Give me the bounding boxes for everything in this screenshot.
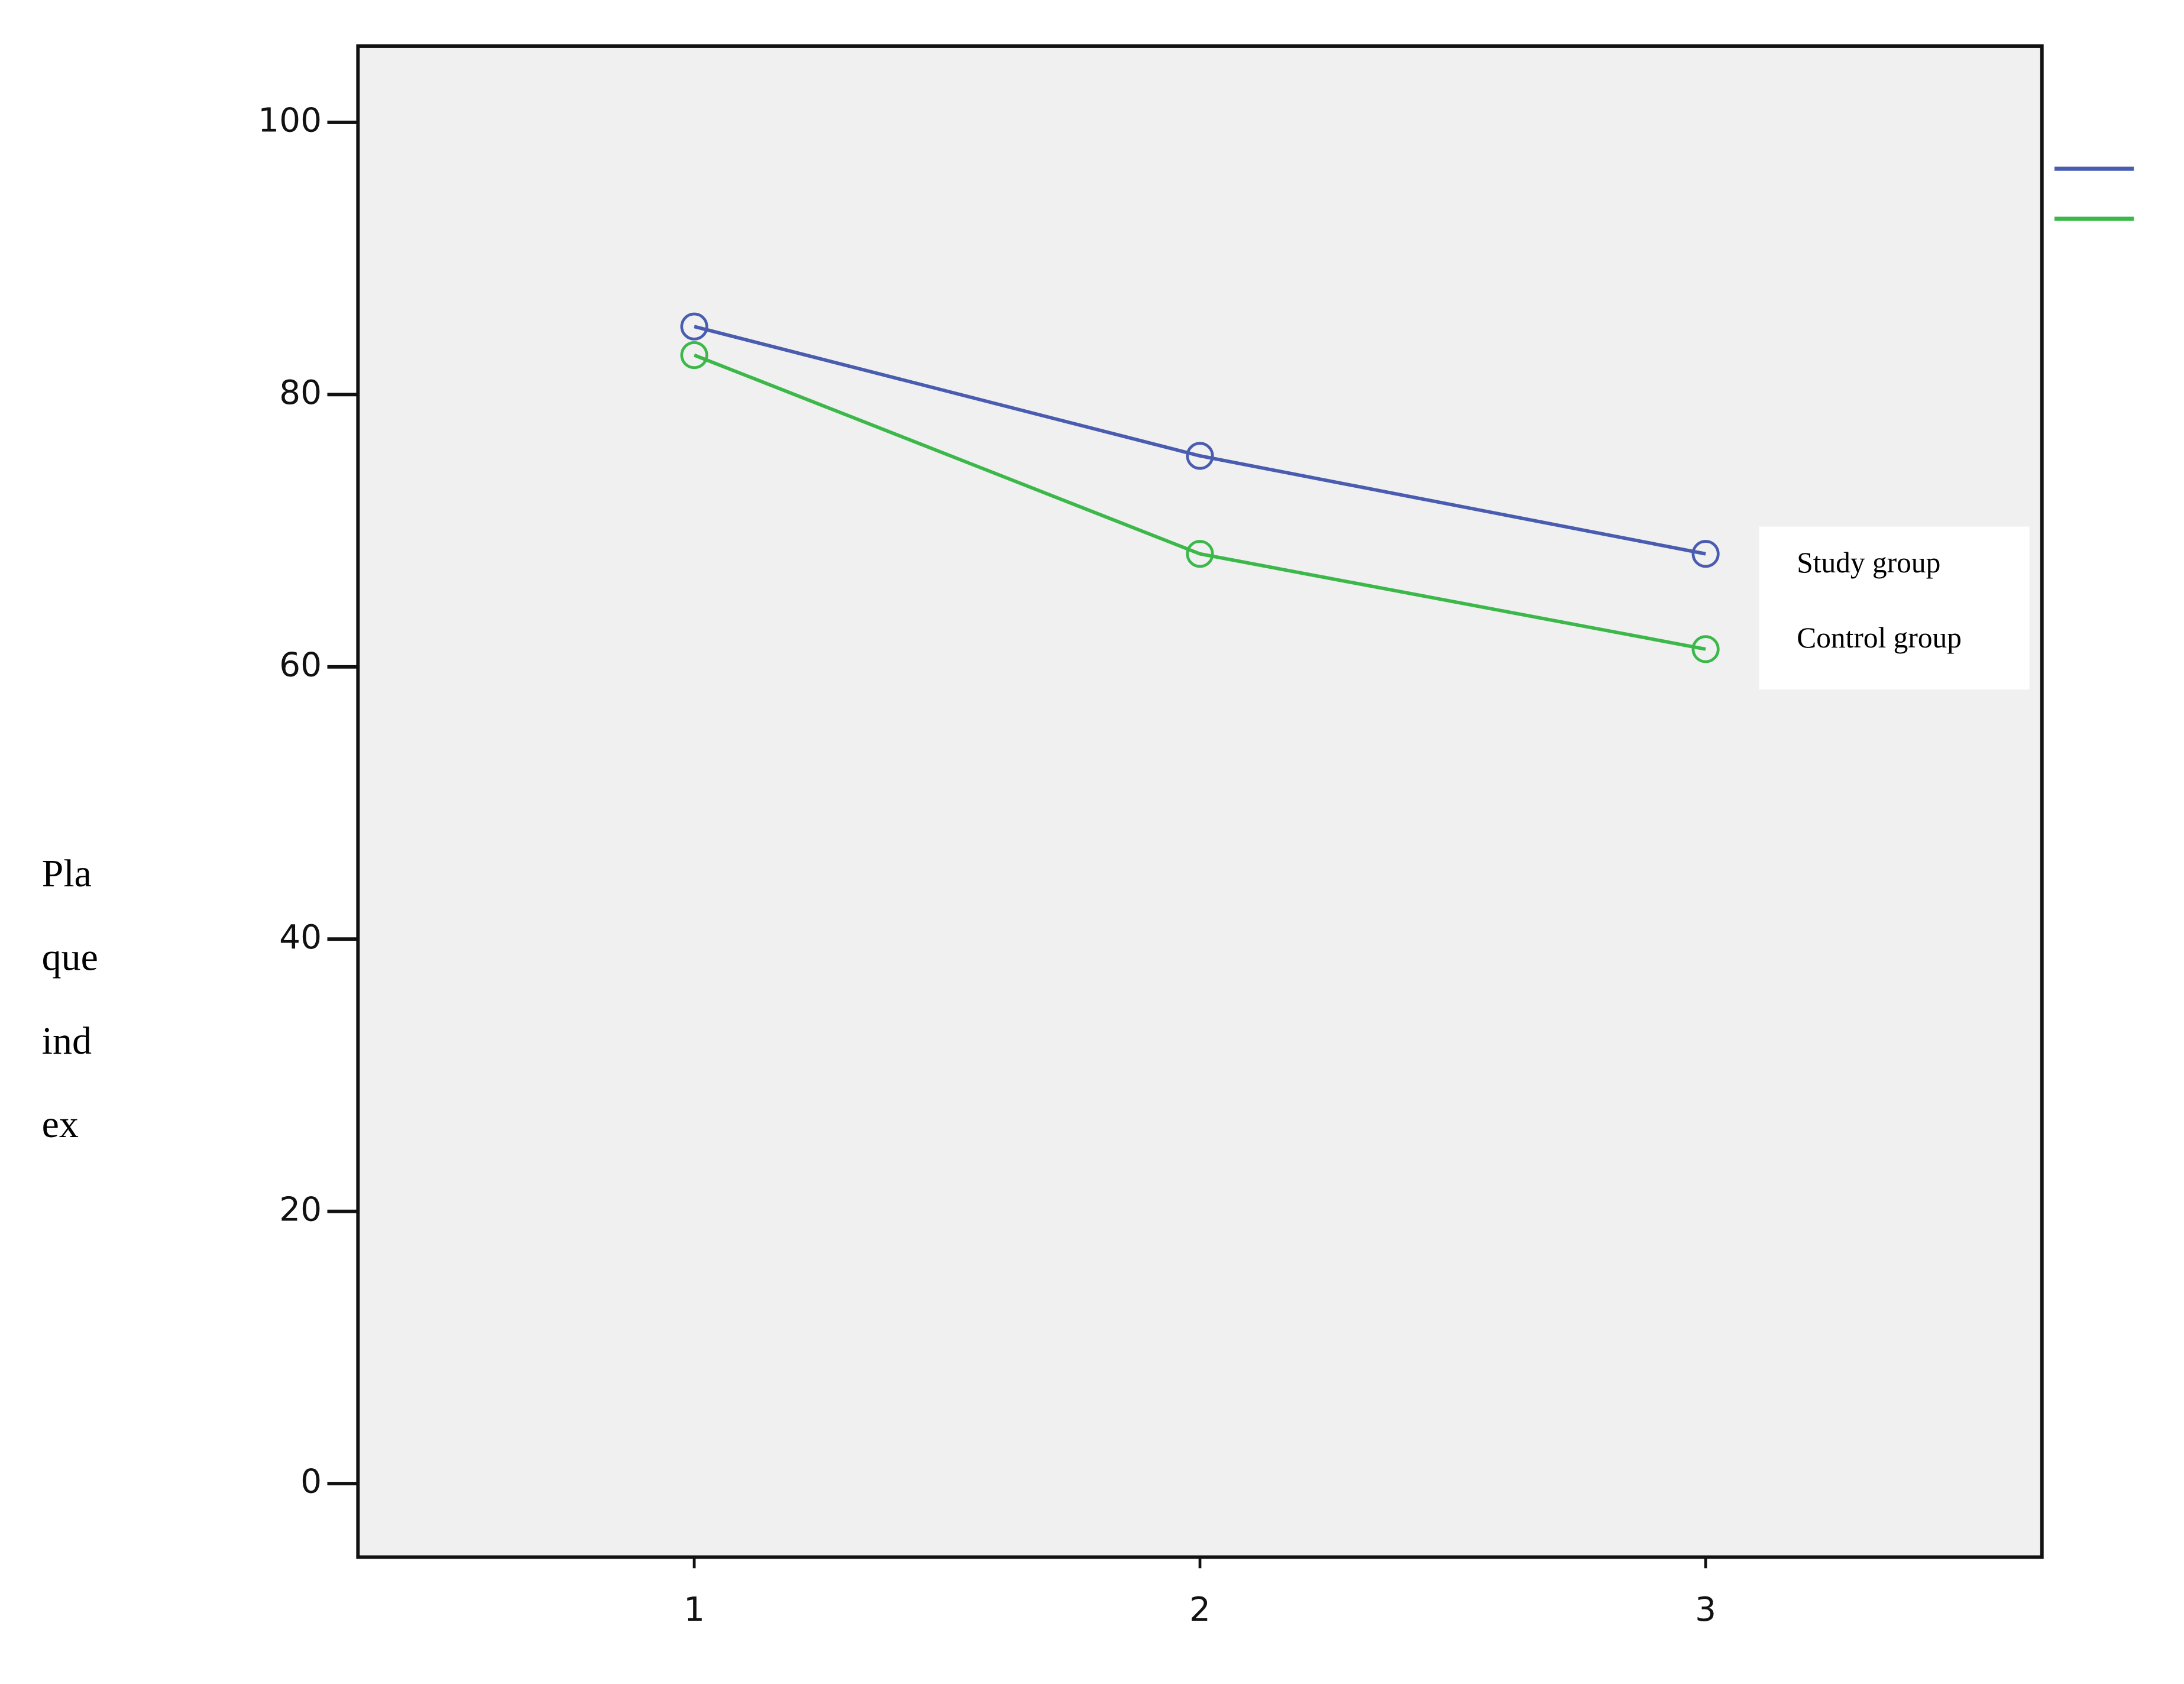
y-tick-label: 60: [279, 646, 322, 684]
series-line: [693, 353, 1706, 651]
y-tick-label: 100: [258, 102, 322, 140]
y-axis-label: Pla: [42, 852, 92, 895]
point: [680, 312, 708, 341]
y-tick-label: 20: [279, 1190, 322, 1229]
y-tick-label: 0: [300, 1463, 322, 1501]
plot-area: [356, 44, 2044, 1559]
point: [1691, 540, 1720, 568]
legend-label: Study group: [1797, 546, 1940, 579]
y-tick-label: 80: [279, 374, 322, 412]
point: [1186, 442, 1214, 470]
legend-box: [1759, 526, 2030, 690]
series-line: [694, 325, 1706, 556]
y-tick-label: 40: [279, 918, 322, 957]
x-tick-label: 1: [684, 1591, 705, 1629]
point: [1691, 635, 1720, 663]
point: [680, 341, 708, 370]
point: [1186, 540, 1214, 568]
y-axis-label: que: [42, 935, 98, 979]
x-tick-label: 2: [1189, 1591, 1211, 1629]
legend-label: Control group: [1797, 621, 1962, 654]
y-axis-label: ex: [42, 1103, 79, 1146]
y-axis-label: ind: [42, 1019, 92, 1063]
x-tick-label: 3: [1695, 1591, 1716, 1629]
